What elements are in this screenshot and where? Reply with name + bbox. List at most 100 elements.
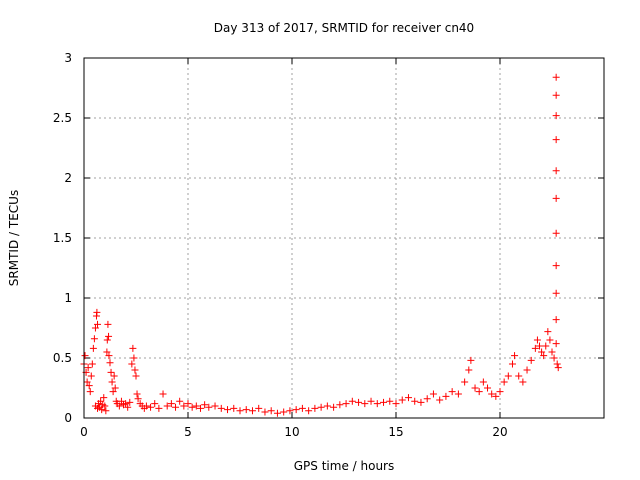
data-point (132, 372, 140, 380)
data-point (311, 404, 319, 412)
data-point (188, 403, 196, 411)
data-point (255, 404, 263, 412)
data-point (103, 348, 111, 356)
data-point (172, 403, 180, 411)
data-point (504, 372, 512, 380)
data-point (103, 336, 111, 344)
x-tick-label: 0 (80, 425, 88, 439)
data-point (108, 378, 116, 386)
data-point (142, 402, 150, 410)
data-point (102, 407, 110, 415)
data-point (475, 388, 483, 396)
data-point (298, 404, 306, 412)
data-point (542, 342, 550, 350)
data-point (133, 390, 141, 398)
data-point (109, 388, 117, 396)
data-point (167, 400, 175, 408)
data-point (90, 335, 98, 343)
y-tick-label: 3 (64, 51, 72, 65)
data-point (261, 408, 269, 416)
data-point (367, 397, 375, 405)
tick-layer: 0 5 10 15 20 0 0.5 1 1.5 2 2.5 3 (53, 51, 604, 439)
x-tick-label: 20 (492, 425, 507, 439)
data-point (552, 91, 560, 99)
data-point (436, 396, 444, 404)
x-tick-label: 5 (184, 425, 192, 439)
data-point (131, 366, 139, 374)
data-point (111, 384, 119, 392)
data-point (91, 324, 99, 332)
data-point (130, 354, 138, 362)
data-point (552, 73, 560, 81)
data-point (511, 352, 519, 360)
data-point (134, 395, 142, 403)
data-point (465, 366, 473, 374)
data-point (104, 320, 112, 328)
data-point (100, 394, 108, 402)
data-point (180, 402, 188, 410)
data-point (230, 404, 238, 412)
data-point (129, 344, 137, 352)
data-point (81, 352, 89, 360)
data-point (101, 402, 109, 410)
data-point (548, 348, 556, 356)
data-point (151, 400, 159, 408)
y-tick-label: 1.5 (53, 231, 72, 245)
data-point (89, 344, 97, 352)
data-point (392, 400, 400, 408)
data-point (110, 372, 118, 380)
data-point (500, 378, 508, 386)
data-point (546, 336, 554, 344)
data-point (115, 402, 123, 410)
data-point (398, 396, 406, 404)
data-point (163, 402, 171, 410)
data-point (323, 402, 331, 410)
data-point (552, 262, 560, 270)
data-point (93, 308, 101, 316)
data-point (552, 289, 560, 297)
data-point (552, 316, 560, 324)
data-point (205, 403, 213, 411)
data-point (176, 397, 184, 405)
data-point (552, 136, 560, 144)
data-point (373, 400, 381, 408)
data-point (155, 404, 163, 412)
data-point (355, 398, 363, 406)
data-point (117, 397, 125, 405)
data-point (550, 354, 558, 362)
data-point (448, 388, 456, 396)
data-point (442, 392, 450, 400)
data-point (105, 352, 113, 360)
data-point (201, 401, 209, 409)
data-point (380, 398, 388, 406)
grid-layer (84, 58, 604, 418)
chart-title: Day 313 of 2017, SRMTID for receiver cn4… (214, 21, 474, 35)
data-point (553, 360, 561, 368)
data-point (404, 394, 412, 402)
data-point (236, 407, 244, 415)
data-point (471, 384, 479, 392)
data-point (523, 366, 531, 374)
data-point (86, 388, 94, 396)
data-point (484, 384, 492, 392)
data-point (192, 402, 200, 410)
data-point (97, 397, 105, 405)
data-point (348, 397, 356, 405)
data-point (342, 400, 350, 408)
data-point (336, 401, 344, 409)
data-point (107, 368, 115, 376)
data-point (84, 364, 92, 372)
data-point (184, 400, 192, 408)
data-point (248, 407, 256, 415)
data-point (305, 407, 313, 415)
data-point (147, 403, 155, 411)
data-point (461, 378, 469, 386)
data-point (552, 340, 560, 348)
x-tick-label: 10 (284, 425, 299, 439)
x-tick-label: 15 (388, 425, 403, 439)
data-point (554, 364, 562, 372)
data-point (411, 397, 419, 405)
data-point (83, 378, 91, 386)
